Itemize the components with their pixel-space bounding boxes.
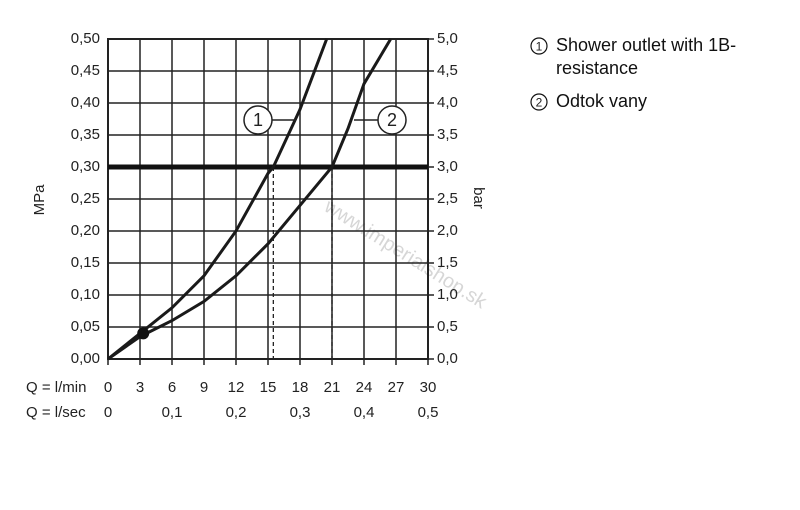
y2-tick-label: 0,0 [437,350,458,367]
x2-axis-label: Q = l/sec [26,404,86,421]
y2-tick-label: 4,5 [437,62,458,79]
chart: www.imperialshop.sk0,000,050,100,150,200… [26,30,492,421]
y2-tick-label: 3,5 [437,126,458,143]
x2-tick-label: 0,4 [354,404,375,421]
y-tick-label: 0,40 [71,94,100,111]
y2-axis-label: bar [470,187,487,209]
callout-circle [377,105,407,135]
plot-frame [107,38,429,360]
watermark: www.imperialshop.sk [320,195,492,314]
y2-tick-label: 1,0 [437,286,458,303]
x2-tick-label: 0,1 [162,404,183,421]
y-tick-label: 0,20 [71,222,100,239]
y2-tick-label: 1,5 [437,254,458,271]
y2-tick-label: 0,5 [437,318,458,335]
callout-label: 2 [387,110,397,130]
legend-marker: 2 [530,93,548,111]
y2-tick-label: 2,5 [437,190,458,207]
x-tick-label: 0 [104,379,112,396]
legend: 1 Shower outlet with 1B-resistance 2 Odtok … [530,34,790,123]
x2-tick-label: 0,2 [226,404,247,421]
callout-label: 1 [253,110,263,130]
y-tick-label: 0,50 [71,30,100,47]
legend-label: Odtok vany [556,91,648,111]
y-tick-label: 0,35 [71,126,100,143]
x-tick-label: 12 [228,379,245,396]
legend-label: Shower outlet with 1B-resistance [556,35,737,78]
x-tick-label: 6 [168,379,176,396]
series-line [107,38,329,361]
y2-tick-label: 5,0 [437,30,458,47]
x2-tick-label: 0,5 [418,404,439,421]
x2-tick-label: 0,3 [290,404,311,421]
callout-circle [243,105,273,135]
x-tick-label: 9 [200,379,208,396]
y-tick-label: 0,15 [71,254,100,271]
series-line [107,38,392,361]
legend-marker-label: 1 [536,40,543,54]
x-tick-label: 24 [356,379,373,396]
point [137,327,150,340]
x-tick-label: 30 [420,379,437,396]
legend-circle [530,37,548,55]
legend-item: 1 Shower outlet with 1B-resistance [530,34,790,80]
x-tick-label: 15 [260,379,277,396]
legend-marker: 1 [530,37,548,55]
y-tick-label: 0,05 [71,318,100,335]
x-tick-label: 27 [388,379,405,396]
y2-tick-label: 4,0 [437,94,458,111]
legend-item: 2 Odtok vany [530,90,790,113]
y-tick-label: 0,45 [71,62,100,79]
legend-marker-label: 2 [536,96,543,110]
y-tick-label: 0,25 [71,190,100,207]
y-tick-label: 0,10 [71,286,100,303]
x-tick-label: 21 [324,379,341,396]
y-axis-label: MPa [31,184,48,216]
x-tick-label: 18 [292,379,309,396]
legend-circle [530,93,548,111]
y2-tick-label: 3,0 [437,158,458,175]
y2-tick-label: 2,0 [437,222,458,239]
x-tick-label: 3 [136,379,144,396]
y-tick-label: 0,30 [71,158,100,175]
y-tick-label: 0,00 [71,350,100,367]
x2-tick-label: 0 [104,404,112,421]
x-axis-label: Q = l/min [26,379,86,396]
